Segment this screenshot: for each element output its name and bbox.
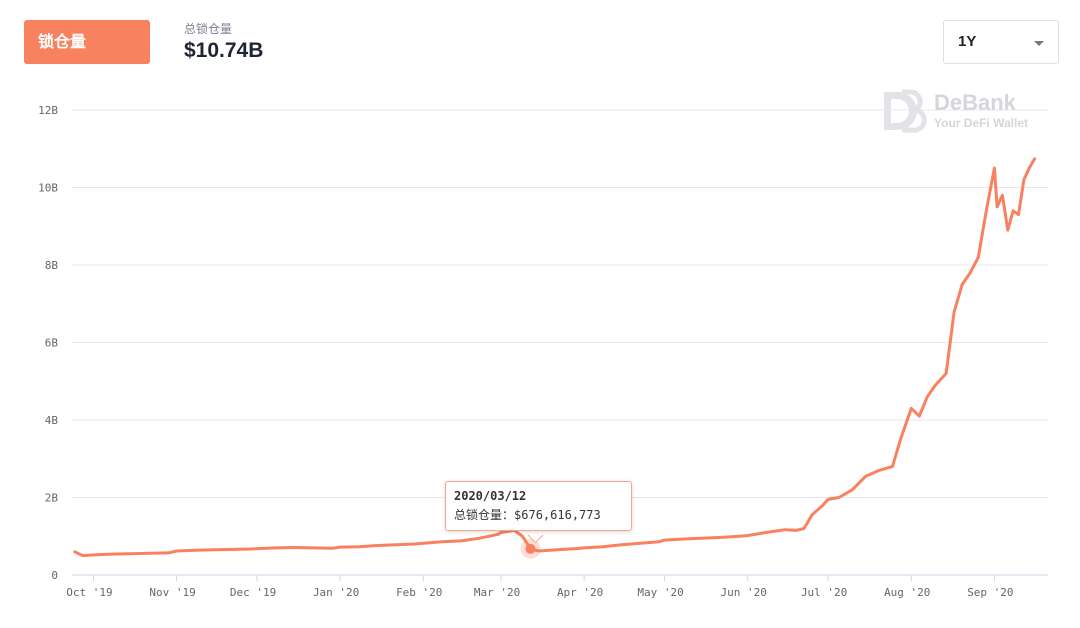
x-tick-label: Nov '19 <box>149 586 195 599</box>
debank-watermark: DeBank Your DeFi Wallet <box>882 90 1042 134</box>
x-tick-label: Oct '19 <box>66 586 112 599</box>
x-tick-label: Aug '20 <box>884 586 930 599</box>
x-tick-label: Sep '20 <box>967 586 1013 599</box>
chart-tooltip: 2020/03/12 总锁仓量：$676,616,773 <box>445 481 632 531</box>
y-tick-label: 6B <box>45 337 59 350</box>
y-tick-label: 8B <box>45 259 59 272</box>
x-tick-label: Feb '20 <box>396 586 442 599</box>
chevron-down-icon <box>1034 41 1044 46</box>
y-tick-label: 4B <box>45 414 59 427</box>
y-tick-label: 10B <box>38 182 58 195</box>
x-tick-label: Jan '20 <box>313 586 359 599</box>
y-tick-label: 2B <box>45 492 59 505</box>
tooltip-value-row: 总锁仓量：$676,616,773 <box>454 506 623 523</box>
total-tvl-stat: 总锁仓量 $10.74B <box>184 20 263 63</box>
x-tick-label: Dec '19 <box>230 586 276 599</box>
total-tvl-label: 总锁仓量 <box>184 22 233 36</box>
total-tvl-value: $10.74B <box>184 39 264 62</box>
debank-logo-icon <box>884 89 927 133</box>
x-tick-label: Jul '20 <box>801 586 847 599</box>
tooltip-date: 2020/03/12 <box>454 489 527 503</box>
tooltip-value: $676,616,773 <box>514 508 601 522</box>
hover-point[interactable] <box>525 543 536 554</box>
tooltip-label: 总锁仓量： <box>454 508 515 522</box>
y-tick-label: 0 <box>51 569 58 582</box>
x-tick-label: May '20 <box>637 586 683 599</box>
tvl-series-line <box>73 157 1037 558</box>
x-tick-label: Mar '20 <box>474 586 520 599</box>
period-selected: 1Y <box>958 33 977 50</box>
brand-name: DeBank <box>934 90 1016 115</box>
x-tick-label: Apr '20 <box>557 586 603 599</box>
brand-tagline: Your DeFi Wallet <box>934 116 1029 130</box>
x-tick-label: Jun '20 <box>721 586 767 599</box>
tvl-tab[interactable]: 锁仓量 <box>24 20 150 64</box>
period-select[interactable]: 1Y <box>943 20 1059 64</box>
y-tick-label: 12B <box>38 104 58 117</box>
